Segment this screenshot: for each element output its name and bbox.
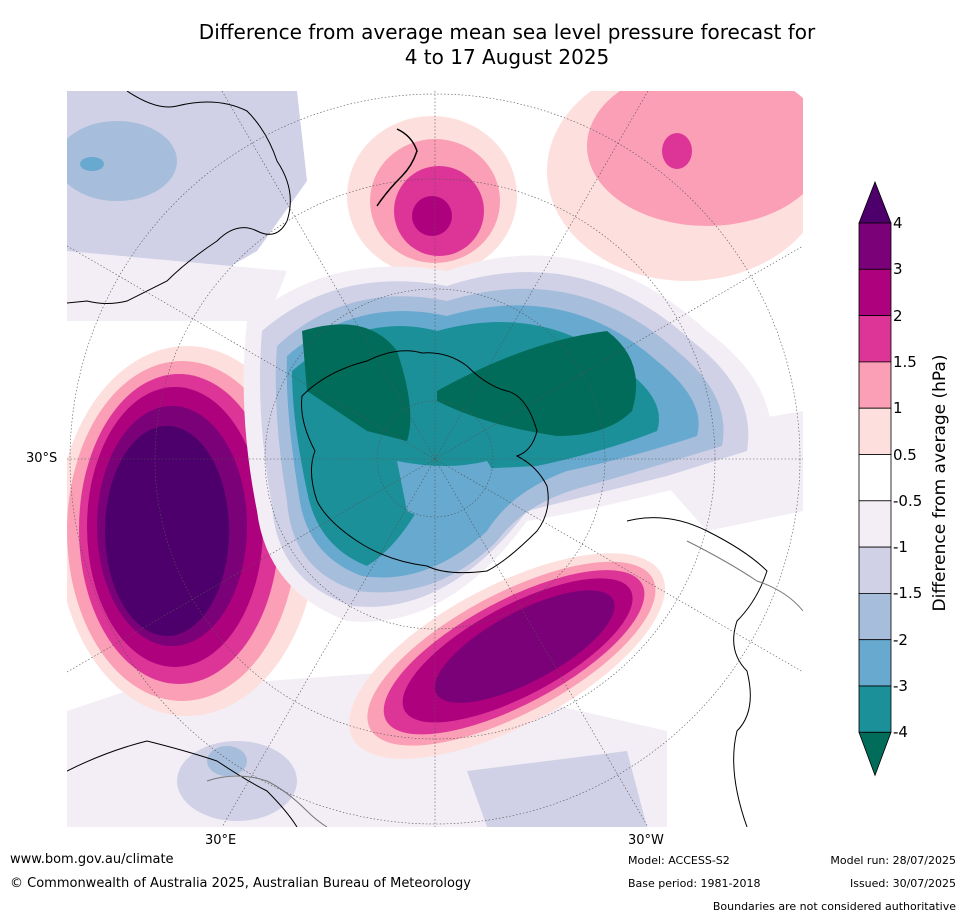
colorbar-band [858, 592, 892, 641]
colorbar-tick-label: -0.5 [893, 491, 923, 510]
model-text: Model: ACCESS-S2 [628, 854, 730, 867]
anomaly-southeast [349, 553, 665, 759]
south-america-coastline [626, 517, 768, 827]
colorbar-tick-label: 0.5 [893, 445, 917, 464]
australia-coastline [67, 91, 291, 304]
antarctica-coastline [301, 350, 549, 574]
polar-map [67, 91, 803, 827]
title-line-1: Difference from average mean sea level p… [198, 20, 816, 44]
colorbar-tick-label: -3 [893, 677, 908, 695]
anomaly-nz [347, 116, 517, 276]
africa-coastline [67, 740, 298, 827]
colorbar-extend-bottom [858, 731, 892, 777]
colorbar-segments [858, 180, 892, 777]
colorbar-tick-label: -1 [893, 538, 908, 557]
colorbar-tick-label: -4 [893, 723, 908, 742]
colorbar [858, 180, 892, 777]
anomaly-antarctica [243, 255, 771, 622]
colorbar-tick-label: 1 [893, 399, 903, 418]
graticule [67, 91, 803, 827]
colorbar-tick-label: 2 [893, 306, 903, 325]
model-run-text: Model run: 28/07/2025 [830, 854, 956, 867]
base-period-text: Base period: 1981-2018 [628, 877, 761, 890]
colorbar-tick-label: -2 [893, 630, 908, 649]
africa-border [206, 775, 328, 827]
neg-region-nw-small [80, 157, 104, 171]
new-zealand-coastline [376, 128, 418, 207]
south-america-border [686, 540, 803, 612]
colorbar-band [858, 546, 892, 594]
colorbar-band [858, 685, 892, 733]
website-link[interactable]: www.bom.gov.au/climate [10, 852, 174, 867]
anomaly-ne [547, 91, 803, 281]
colorbar-band [858, 222, 892, 270]
colorbar-tick-label: -1.5 [893, 584, 923, 603]
map-svg [67, 91, 803, 827]
lon-label-30w: 30°W [628, 833, 664, 848]
copyright-text: © Commonwealth of Australia 2025, Austra… [10, 876, 471, 891]
lon-label-30e: 30°E [205, 833, 237, 848]
colorbar-band [858, 454, 892, 502]
pale-region-w [67, 251, 287, 321]
issued-text: Issued: 30/07/2025 [849, 877, 956, 890]
disclaimer-text: Boundaries are not considered authoritat… [712, 900, 956, 913]
neg-region-sw-core [207, 746, 247, 776]
neg-region-s [467, 751, 647, 827]
colorbar-band [858, 639, 892, 687]
colorbar-band [858, 315, 892, 363]
colorbar-label: Difference from average (hPa) [930, 354, 950, 612]
map-title: Difference from average mean sea level p… [0, 20, 965, 70]
colorbar-tick-label: 4 [893, 214, 903, 232]
colorbar-band [858, 407, 892, 455]
colorbar-tick-label: 1.5 [893, 352, 917, 371]
anomaly-west [67, 346, 317, 716]
colorbar-band [858, 500, 892, 548]
colorbar-tick-label: 3 [893, 260, 903, 279]
colorbar-extend-top [858, 180, 892, 224]
colorbar-band [858, 361, 892, 409]
title-line-2: 4 to 17 August 2025 [404, 45, 610, 69]
neg-region-nw-core [67, 121, 177, 201]
colorbar-band [858, 268, 892, 317]
lat-label-30s: 30°S [26, 451, 58, 466]
